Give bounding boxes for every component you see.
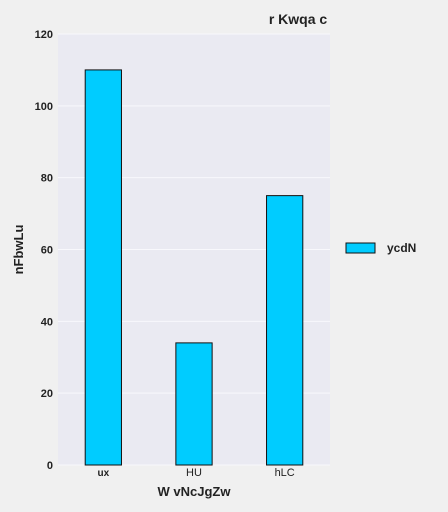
bar-hLC — [266, 195, 304, 466]
x-axis-ticks: ux HU hLC — [97, 467, 294, 479]
y-tick-label: 100 — [35, 101, 53, 113]
x-axis-label: W vNcJgZw — [158, 484, 232, 499]
y-tick-label: 0 — [47, 460, 53, 472]
legend: ycdN — [345, 241, 416, 255]
y-tick-label: 120 — [35, 29, 53, 41]
x-tick-label: ux — [97, 468, 109, 479]
y-tick-label: 80 — [41, 173, 53, 185]
x-tick-label: hLC — [275, 467, 295, 479]
y-tick-label: 40 — [41, 316, 53, 328]
legend-swatch — [345, 242, 376, 254]
bars — [84, 69, 304, 466]
y-tick-label: 60 — [41, 245, 53, 257]
y-axis-label: nFbwLu — [11, 225, 26, 275]
y-tick-label: 20 — [41, 388, 53, 400]
y-axis-ticks: 0 20 40 60 80 100 120 — [35, 29, 53, 472]
x-tick-label: HU — [186, 467, 202, 479]
chart-title: r Kwqa c — [269, 11, 328, 27]
bar-HU — [175, 342, 213, 466]
bar-ux — [84, 69, 122, 466]
legend-label: ycdN — [387, 241, 416, 255]
